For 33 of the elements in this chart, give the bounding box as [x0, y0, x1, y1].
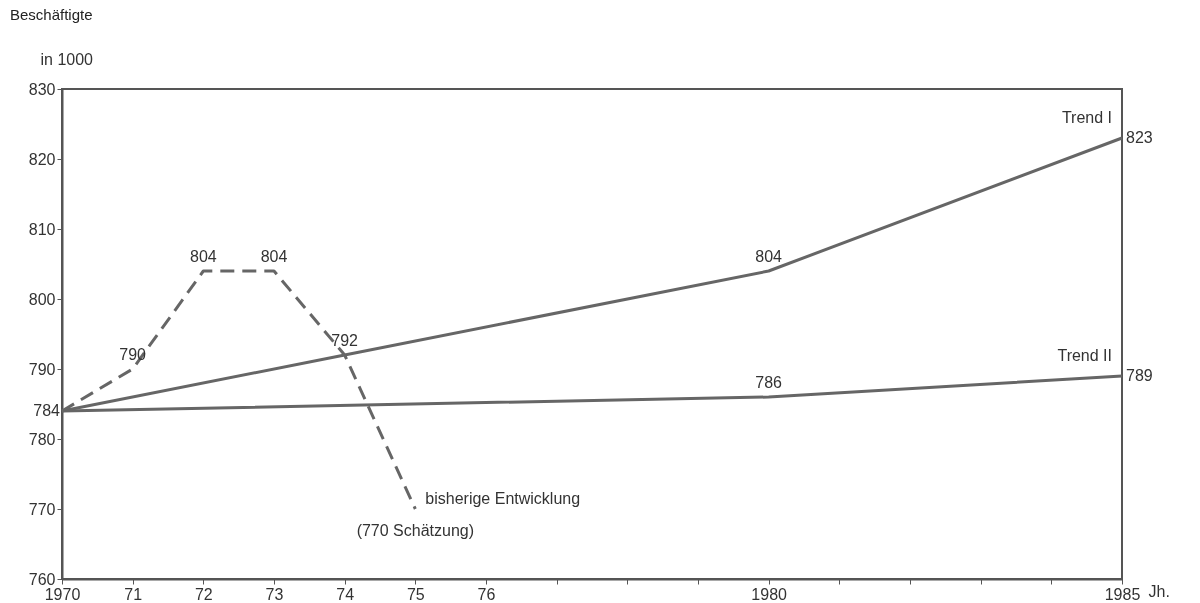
chart-title: Beschäftigte	[10, 6, 93, 23]
data-label: 823	[1126, 129, 1153, 146]
y-tick-label: 810	[28, 220, 56, 238]
data-label: 786	[755, 374, 783, 391]
data-label: 804	[189, 248, 217, 265]
y-tick-label: 830	[28, 80, 56, 98]
series-label: Trend II	[1057, 347, 1112, 364]
x-axis-title: Jh.	[1148, 582, 1170, 600]
x-tick-label: 71	[124, 585, 143, 603]
y-tick-label: 770	[28, 500, 56, 518]
data-label: 784	[33, 402, 61, 419]
y-axis-title: in 1000	[40, 50, 94, 68]
x-tick-label: 75	[406, 585, 425, 603]
y-tick-label: 780	[28, 430, 56, 448]
y-tick-label: 800	[28, 290, 56, 308]
series-label: bisherige Entwicklung	[425, 490, 581, 507]
data-label: 792	[331, 332, 359, 349]
data-label: 790	[119, 346, 147, 363]
y-tick-label: 820	[28, 150, 56, 168]
x-tick-label: 1970	[44, 585, 81, 603]
data-label: 804	[260, 248, 288, 265]
x-tick-label: 1980	[751, 585, 788, 603]
x-tick-label: 76	[477, 585, 496, 603]
x-tick-label: 73	[265, 585, 284, 603]
data-label: 789	[1126, 367, 1153, 384]
y-tick-label: 760	[28, 570, 56, 588]
y-tick-label: 790	[28, 360, 56, 378]
data-label: 804	[755, 248, 783, 265]
x-tick-label: 1985	[1104, 585, 1141, 603]
annotation: (770 Schätzung)	[356, 522, 475, 539]
x-tick-label: 72	[194, 585, 213, 603]
x-tick-label: 74	[336, 585, 355, 603]
series-label: Trend I	[1061, 109, 1112, 126]
